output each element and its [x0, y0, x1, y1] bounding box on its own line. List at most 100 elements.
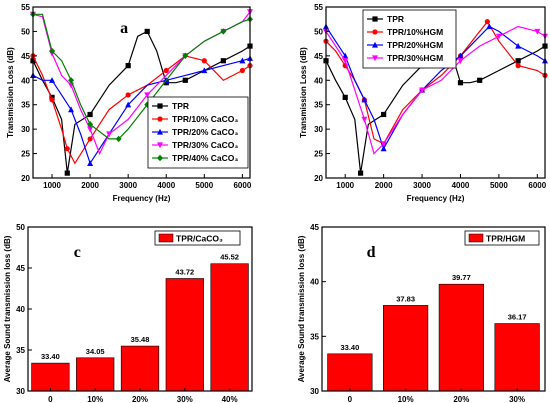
bar-value-label-1: 34.05 — [86, 347, 105, 356]
y-tick-label-3: 45 — [310, 223, 319, 232]
bar-2 — [120, 345, 160, 392]
data-point-1-12 — [484, 19, 490, 25]
legend-box — [154, 230, 241, 246]
bar-value-label-4: 45.52 — [220, 253, 239, 262]
y-tick-label-6: 50 — [21, 27, 30, 36]
panel-label: d — [367, 244, 376, 261]
x-tick-label-5: 6000 — [233, 181, 251, 190]
y-tick-label-3: 35 — [314, 101, 323, 110]
legend-marker-3 — [157, 142, 163, 149]
x-tick-label-3: 30% — [177, 395, 193, 403]
bar-4 — [210, 263, 249, 392]
data-point-1-6 — [87, 136, 93, 142]
bar-value-label-0: 33.40 — [340, 343, 359, 352]
bar-value-label-3: 36.17 — [508, 313, 527, 322]
legend-marker-4 — [157, 154, 163, 162]
data-point-1-8 — [125, 92, 131, 98]
data-point-0-4 — [64, 170, 70, 176]
panel-label: a — [120, 20, 128, 37]
x-tick-label-1: 10% — [398, 395, 414, 403]
data-point-3-10 — [457, 58, 464, 64]
bar-3 — [494, 323, 540, 392]
data-point-2-12 — [486, 23, 493, 30]
y-tick-label-3: 45 — [16, 264, 25, 273]
y-tick-label-2: 40 — [16, 305, 25, 314]
y-tick-label-6: 50 — [314, 27, 323, 36]
panel-a-line-chart: 1000 2000 3000 4000 5000 6000 20 25 30 35 40 45 50 55… — [6, 3, 253, 203]
bar-value-label-0: 33.40 — [41, 352, 60, 361]
legend-marker-2 — [157, 128, 163, 135]
x-tick-label-1: 10% — [87, 395, 103, 403]
bar-value-label-2: 35.48 — [131, 335, 150, 344]
y-tick-label-3: 35 — [21, 101, 30, 110]
legend-label-1: TPR/10% CaCO₃ — [172, 114, 238, 124]
plot-frame — [325, 6, 546, 179]
bar-0 — [327, 353, 373, 392]
x-tick-label-3: 4000 — [452, 181, 470, 190]
data-point-4-12 — [182, 52, 189, 60]
x-axis-label: Frequency (Hz) — [113, 194, 171, 203]
panel-b-line-chart: 1000 2000 3000 4000 5000 6000 20 25 30 35 40 45 50 55… — [299, 3, 548, 203]
data-point-0-14 — [182, 77, 188, 83]
x-tick-label-4: 40% — [222, 395, 238, 403]
x-tick-label-2: 20% — [453, 395, 469, 403]
x-axis-label: Frequency (Hz) — [407, 194, 465, 203]
y-tick-label-1: 35 — [310, 332, 319, 341]
x-tick-label-1: 2000 — [375, 181, 393, 190]
legend-label-0: TPR — [387, 14, 404, 24]
bar-value-label-2: 39.77 — [452, 273, 471, 282]
bar-1 — [383, 305, 429, 392]
data-point-1-4 — [64, 146, 70, 152]
y-tick-label-5: 45 — [314, 52, 323, 61]
data-point-2-4 — [68, 106, 75, 113]
y-tick-label-0: 20 — [21, 174, 30, 183]
data-point-0-14 — [477, 77, 483, 83]
legend-label-4: TPR/40% CaCO₃ — [172, 153, 238, 163]
x-tick-label-3: 4000 — [157, 181, 175, 190]
data-point-3-6 — [87, 126, 94, 133]
data-point-3-12 — [495, 33, 502, 40]
legend-marker-3 — [372, 55, 378, 62]
data-point-2-2 — [342, 52, 349, 59]
data-point-2-6 — [87, 160, 94, 166]
series-line-1 — [32, 55, 251, 165]
x-tick-label-0: 0 — [48, 395, 53, 403]
legend-swatch — [158, 233, 174, 243]
x-tick-label-4: 5000 — [195, 181, 213, 190]
legend-marker-2 — [372, 41, 378, 48]
legend-label-3: TPR/30%HGM — [387, 53, 443, 63]
data-point-4-2 — [49, 47, 56, 55]
legend-marker-1 — [157, 116, 163, 122]
y-tick-label-1: 25 — [21, 150, 30, 159]
data-point-0-6 — [381, 111, 387, 118]
x-tick-label-2: 3000 — [413, 181, 431, 190]
y-tick-label-0: 20 — [314, 174, 323, 183]
data-point-2-14 — [515, 42, 522, 49]
data-point-0-16 — [515, 58, 521, 64]
y-tick-label-1: 25 — [314, 150, 323, 159]
legend-marker-0 — [157, 103, 163, 109]
y-tick-label-2: 30 — [314, 125, 323, 134]
data-point-1-14 — [515, 63, 521, 69]
data-point-2-8 — [125, 101, 132, 108]
data-point-4-8 — [115, 135, 122, 143]
panel-label: c — [74, 244, 81, 261]
x-tick-label-5: 6000 — [528, 181, 546, 190]
data-point-1-2 — [49, 97, 55, 103]
legend-label: TPR/HGM — [486, 234, 525, 244]
bar-3 — [165, 278, 204, 392]
y-tick-label-2: 30 — [21, 125, 30, 134]
y-tick-label-7: 55 — [21, 3, 30, 12]
y-tick-label-7: 55 — [314, 3, 323, 12]
y-tick-label-4: 40 — [21, 76, 30, 85]
y-axis-label: Transmission Loss (dB) — [299, 47, 308, 138]
legend-label: TPR/CaCO₃ — [176, 234, 223, 244]
data-point-1-10 — [163, 67, 169, 74]
bar-0 — [31, 362, 70, 392]
x-tick-label-4: 5000 — [490, 181, 508, 190]
data-point-2-2 — [49, 77, 56, 83]
data-point-3-10 — [144, 92, 151, 99]
data-point-2-14 — [239, 57, 246, 64]
x-tick-label-2: 20% — [132, 395, 148, 403]
